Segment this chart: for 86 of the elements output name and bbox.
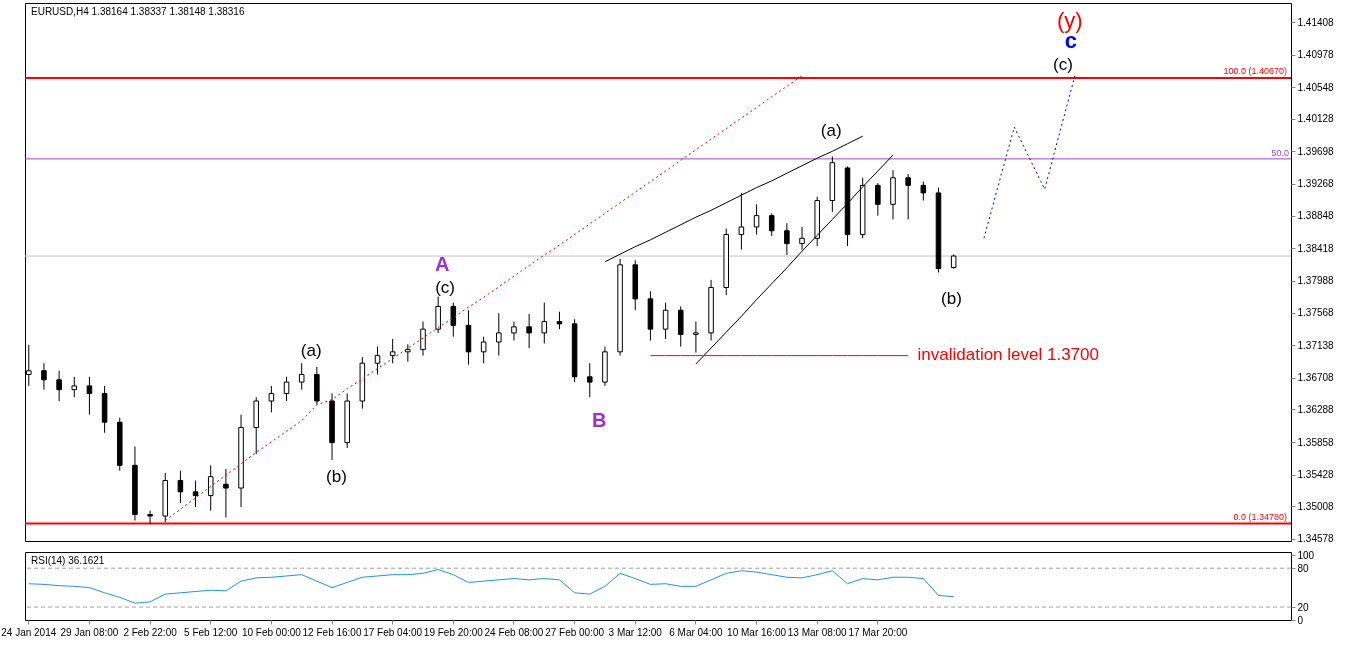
candlestick [435, 296, 441, 334]
y-tick-label: 0 [1297, 614, 1304, 626]
y-tick-label: 1.39268 [1297, 178, 1335, 190]
y-tick-label: 1.35858 [1297, 436, 1335, 448]
annotation: (a) [820, 120, 842, 140]
annotation: (c) [435, 278, 455, 298]
x-tick-label: 10 Feb 00:00 [241, 626, 302, 638]
y-tick-label: 1.37138 [1297, 339, 1335, 351]
line-series [983, 75, 1076, 239]
candlestick [753, 203, 760, 236]
ref-line-label: 0.0 (1.34780) [1233, 511, 1287, 522]
candlestick [920, 181, 927, 201]
candlestick [875, 182, 881, 217]
y-tick-label: 1.39698 [1297, 145, 1335, 157]
annotation: B [592, 408, 607, 431]
candlestick [662, 302, 669, 340]
candlestick [41, 362, 47, 391]
candlestick [268, 385, 275, 413]
x-tick-label: 13 Mar 08:00 [787, 626, 848, 638]
y-tick-label: 1.36708 [1297, 372, 1335, 384]
candlestick [480, 336, 487, 364]
candlestick [420, 321, 426, 357]
x-tick-label: 24 Jan 2014 [1, 626, 57, 638]
candlestick [587, 362, 593, 398]
candlestick [905, 173, 911, 220]
annotation: (a) [300, 340, 322, 360]
x-tick-label: 29 Jan 08:00 [60, 626, 119, 638]
y-tick-label: 1.37988 [1297, 275, 1335, 287]
candlestick [389, 338, 396, 364]
y-tick-label: 20 [1297, 601, 1310, 613]
y-tick-label: 1.41408 [1297, 16, 1335, 28]
candlestick [526, 313, 532, 349]
x-tick-label: 17 Mar 20:00 [848, 626, 908, 638]
candlestick [768, 212, 775, 237]
x-tick-label: 27 Feb 00:00 [545, 626, 605, 638]
y-tick-label: 1.34578 [1297, 533, 1335, 545]
annotation: A [434, 252, 450, 275]
candlestick [738, 192, 745, 251]
ref-line-label: 100.0 (1.40670) [1223, 65, 1287, 76]
x-tick-label: 12 Feb 16:00 [302, 626, 362, 638]
candlestick [283, 376, 290, 402]
x-tick-label: 17 Feb 04:00 [363, 626, 423, 638]
y-tick-label: 80 [1297, 562, 1310, 574]
line-series [695, 154, 894, 365]
candlestick [799, 226, 805, 251]
line-series [28, 568, 955, 604]
candlestick [147, 510, 153, 525]
candlestick [784, 222, 790, 256]
y-tick-label: 100 [1297, 549, 1315, 561]
candlestick [496, 312, 502, 357]
candlestick [71, 376, 78, 398]
x-tick-label: 19 Feb 20:00 [423, 626, 484, 638]
candlestick [192, 479, 199, 508]
candlestick [374, 346, 381, 376]
x-tick-label: 10 Mar 16:00 [727, 626, 787, 638]
annotation: 50.0 [1271, 148, 1290, 159]
x-tick-label: 2 Feb 22:00 [123, 626, 178, 638]
y-tick-label: 1.35428 [1297, 469, 1335, 481]
candlestick [177, 470, 184, 504]
chart-title: RSI(14) 36.1621 [31, 555, 105, 566]
x-tick-label: 24 Feb 08:00 [484, 626, 544, 638]
candlestick [541, 302, 548, 345]
candlestick [56, 370, 62, 402]
y-tick-label: 1.38418 [1297, 242, 1335, 254]
annotation: (c) [1053, 54, 1073, 74]
candlestick [450, 302, 457, 338]
y-tick-label: 1.36288 [1297, 403, 1335, 415]
y-tick-label: 1.40978 [1297, 49, 1335, 61]
candlestick [298, 362, 305, 391]
y-tick-label: 1.38848 [1297, 210, 1335, 222]
candlestick [223, 468, 229, 519]
chart-title: EURUSD,H4 1.38164 1.38337 1.38148 1.38316 [31, 6, 245, 17]
candlestick [511, 321, 517, 341]
y-tick-label: 1.40548 [1297, 81, 1335, 93]
y-tick-label: 1.37568 [1297, 307, 1335, 319]
candlestick [693, 321, 699, 354]
x-tick-label: 5 Feb 12:00 [184, 626, 238, 638]
y-tick-label: 1.40128 [1297, 113, 1335, 125]
annotation: invalidation level 1.3700 [917, 344, 1099, 364]
x-tick-label: 3 Mar 12:00 [608, 626, 663, 638]
annotation: (b) [941, 288, 962, 308]
candlestick [86, 376, 93, 416]
annotation: (b) [326, 466, 347, 486]
x-tick-label: 6 Mar 04:00 [669, 626, 724, 638]
candlestick [207, 464, 214, 512]
y-tick-label: 1.35008 [1297, 500, 1335, 512]
